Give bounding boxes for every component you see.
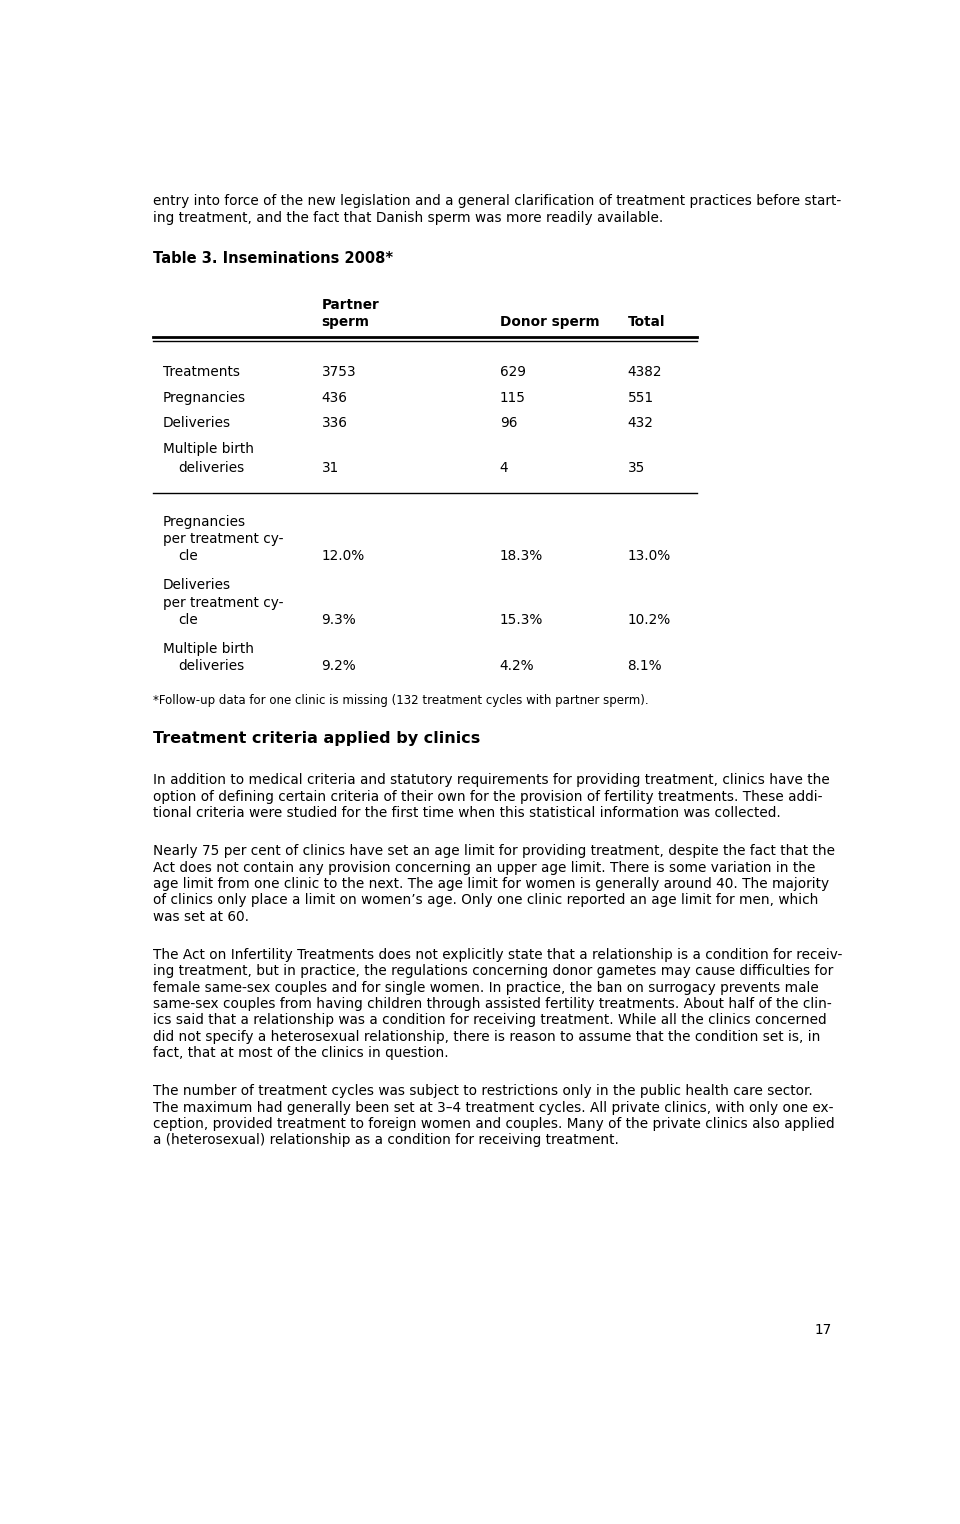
Text: cle: cle [179,613,198,626]
Text: Deliveries: Deliveries [162,578,230,593]
Text: female same-sex couples and for single women. In practice, the ban on surrogacy : female same-sex couples and for single w… [153,980,818,995]
Text: The number of treatment cycles was subject to restrictions only in the public he: The number of treatment cycles was subje… [153,1084,812,1099]
Text: was set at 60.: was set at 60. [153,910,249,924]
Text: 115: 115 [500,390,526,405]
Text: 13.0%: 13.0% [628,549,671,564]
Text: Donor sperm: Donor sperm [500,315,599,329]
Text: The maximum had generally been set at 3–4 treatment cycles. All private clinics,: The maximum had generally been set at 3–… [153,1100,833,1114]
Text: Act does not contain any provision concerning an upper age limit. There is some : Act does not contain any provision conce… [153,861,815,875]
Text: 551: 551 [628,390,654,405]
Text: Multiple birth: Multiple birth [162,642,253,655]
Text: same-sex couples from having children through assisted fertility treatments. Abo: same-sex couples from having children th… [153,997,831,1010]
Text: ception, provided treatment to foreign women and couples. Many of the private cl: ception, provided treatment to foreign w… [153,1117,834,1131]
Text: ing treatment, but in practice, the regulations concerning donor gametes may cau: ing treatment, but in practice, the regu… [153,965,832,978]
Text: Total: Total [628,315,665,329]
Text: 336: 336 [322,416,348,430]
Text: 15.3%: 15.3% [500,613,543,626]
Text: 436: 436 [322,390,348,405]
Text: Treatment criteria applied by clinics: Treatment criteria applied by clinics [153,732,480,747]
Text: deliveries: deliveries [179,460,245,475]
Text: 35: 35 [628,460,645,475]
Text: 96: 96 [500,416,517,430]
Text: 432: 432 [628,416,654,430]
Text: did not specify a heterosexual relationship, there is reason to assume that the : did not specify a heterosexual relations… [153,1030,820,1044]
Text: deliveries: deliveries [179,658,245,674]
Text: 9.3%: 9.3% [322,613,356,626]
Text: 3753: 3753 [322,366,356,379]
Text: per treatment cy-: per treatment cy- [162,596,283,610]
Text: Multiple birth: Multiple birth [162,442,253,456]
Text: Pregnancies: Pregnancies [162,390,246,405]
Text: tional criteria were studied for the first time when this statistical informatio: tional criteria were studied for the fir… [153,806,780,820]
Text: In addition to medical criteria and statutory requirements for providing treatme: In addition to medical criteria and stat… [153,774,829,788]
Text: 18.3%: 18.3% [500,549,543,564]
Text: Deliveries: Deliveries [162,416,230,430]
Text: ing treatment, and the fact that Danish sperm was more readily available.: ing treatment, and the fact that Danish … [153,210,662,224]
Text: of clinics only place a limit on women’s age. Only one clinic reported an age li: of clinics only place a limit on women’s… [153,893,818,907]
Text: 629: 629 [500,366,526,379]
Text: Nearly 75 per cent of clinics have set an age limit for providing treatment, des: Nearly 75 per cent of clinics have set a… [153,844,834,858]
Text: option of defining certain criteria of their own for the provision of fertility : option of defining certain criteria of t… [153,789,822,803]
Text: Table 3. Inseminations 2008*: Table 3. Inseminations 2008* [153,250,393,265]
Text: 8.1%: 8.1% [628,658,662,674]
Text: 4382: 4382 [628,366,662,379]
Text: a (heterosexual) relationship as a condition for receiving treatment.: a (heterosexual) relationship as a condi… [153,1134,618,1148]
Text: per treatment cy-: per treatment cy- [162,532,283,546]
Text: Pregnancies: Pregnancies [162,515,246,529]
Text: Treatments: Treatments [162,366,240,379]
Text: 31: 31 [322,460,339,475]
Text: 17: 17 [814,1323,831,1337]
Text: ics said that a relationship was a condition for receiving treatment. While all : ics said that a relationship was a condi… [153,1013,827,1027]
Text: *Follow-up data for one clinic is missing (132 treatment cycles with partner spe: *Follow-up data for one clinic is missin… [153,693,648,707]
Text: The Act on Infertility Treatments does not explicitly state that a relationship : The Act on Infertility Treatments does n… [153,948,842,962]
Text: age limit from one clinic to the next. The age limit for women is generally arou: age limit from one clinic to the next. T… [153,876,828,892]
Text: 12.0%: 12.0% [322,549,365,564]
Text: Partner: Partner [322,299,379,312]
Text: entry into force of the new legislation and a general clarification of treatment: entry into force of the new legislation … [153,194,841,207]
Text: cle: cle [179,549,198,564]
Text: 10.2%: 10.2% [628,613,671,626]
Text: sperm: sperm [322,315,370,329]
Text: 4.2%: 4.2% [500,658,535,674]
Text: 4: 4 [500,460,509,475]
Text: fact, that at most of the clinics in question.: fact, that at most of the clinics in que… [153,1045,448,1061]
Text: 9.2%: 9.2% [322,658,356,674]
